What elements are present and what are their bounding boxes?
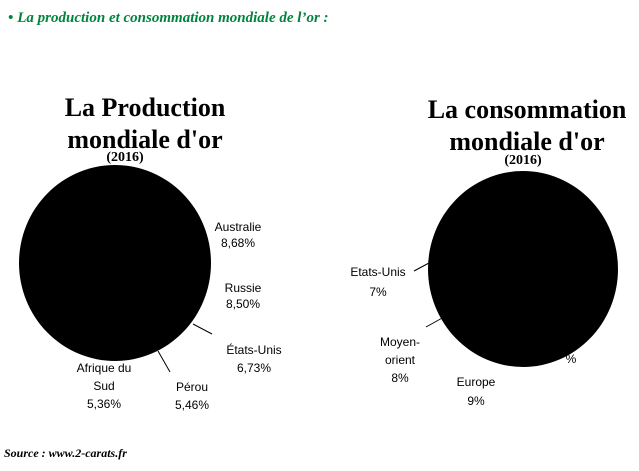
production-label-australie: Australie [215, 220, 262, 234]
consumption-leader-line-etats-unis [413, 262, 430, 272]
consumption-value-moyen-orient: 8% [391, 371, 409, 385]
consumption-label-europe: Europe [457, 375, 496, 389]
production-leader-line-perou [157, 350, 171, 373]
production-label-etats-unis: États-Unis [226, 342, 281, 357]
consumption-value-europe: 9% [467, 394, 485, 408]
production-chart-year: (2016) [106, 150, 144, 165]
production-title-line1: La Production [64, 93, 226, 122]
production-chart-title: La Production mondiale d'or [40, 92, 250, 156]
consumption-pie-chart: Etats-Unis 7% Moyen- orient 8% Europe 9%… [350, 171, 618, 408]
production-label-russie: Russie [225, 281, 262, 295]
production-value-australie: 8,68% [221, 236, 255, 250]
section-heading: • La production et consommation mondiale … [8, 10, 329, 27]
consumption-leader-line-moyen-orient [425, 316, 445, 328]
consumption-value-partial: % [566, 352, 577, 366]
source-note: Source : www.2-carats.fr [4, 446, 127, 460]
production-title-line2: mondiale d'or [67, 125, 223, 154]
bullet-icon: • [8, 10, 14, 26]
production-value-afrique: 5,36% [87, 397, 121, 411]
consumption-label-moyen-orient-line2: orient [385, 353, 416, 367]
production-label-afrique-line1: Afrique du [77, 361, 132, 375]
production-value-russie: 8,50% [226, 297, 260, 311]
production-value-perou: 5,46% [175, 398, 209, 412]
production-label-afrique-line2: Sud [93, 379, 114, 393]
consumption-chart-title: La consommation mondiale d'or [415, 94, 639, 158]
production-value-etats-unis: 6,73% [237, 361, 271, 375]
consumption-label-etats-unis: Etats-Unis [350, 265, 405, 279]
production-leader-line-etats-unis [192, 323, 213, 335]
production-pie-disc [19, 165, 211, 361]
consumption-pie-disc [428, 171, 618, 367]
heading-text: La production et consommation mondiale d… [17, 10, 329, 26]
production-pie-chart: Australie 8,68% Russie 8,50% États-Unis … [19, 165, 282, 412]
consumption-chart-year: (2016) [504, 153, 542, 168]
consumption-label-moyen-orient-line1: Moyen- [380, 335, 420, 349]
consumption-title-line1: La consommation [427, 95, 627, 124]
consumption-title-line2: mondiale d'or [449, 127, 605, 156]
production-label-perou: Pérou [176, 380, 208, 394]
consumption-value-etats-unis: 7% [369, 285, 387, 299]
